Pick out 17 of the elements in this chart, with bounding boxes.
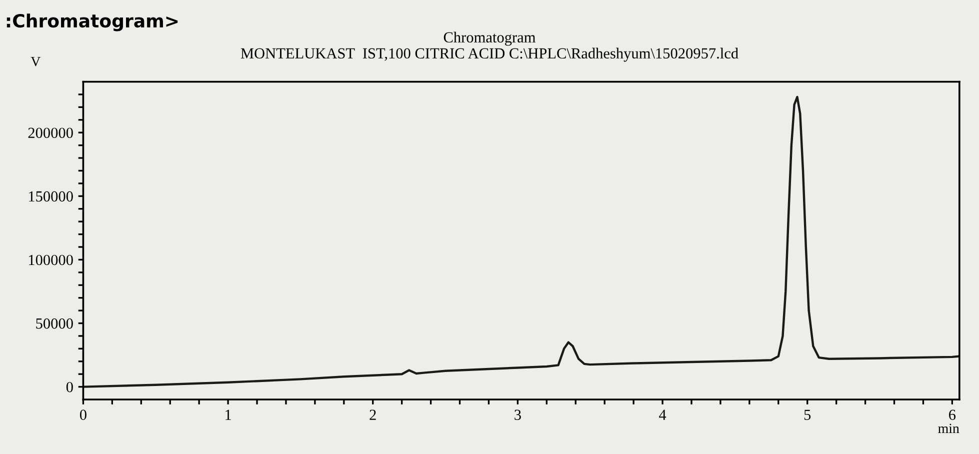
y-tick-label: 50000 [36,318,73,329]
chart-subtitle: Chromatogram MONTELUKAST IST,100 CITRIC ACID C:\HPLC\Radheshyum\15020957.lcd [240,32,738,62]
x-tick-label: 4 [659,410,666,420]
x-tick-label: 0 [80,410,86,420]
x-tick-label: 2 [370,410,376,420]
line-series [83,96,960,388]
x-tick-label: 3 [514,410,521,420]
y-tick-label: 100000 [29,254,73,266]
y-tick-label: 150000 [29,191,73,202]
y-axis-title: V [30,56,41,66]
chart-title: :Chromatogram> [6,14,178,32]
x-tick-label: 5 [804,410,811,420]
x-tick-label: 6 [949,410,956,420]
y-tick-label: 200000 [28,128,73,138]
x-tick-label: 1 [226,410,231,420]
x-axis-title: min [938,424,960,433]
y-tick-label: 0 [66,382,73,392]
